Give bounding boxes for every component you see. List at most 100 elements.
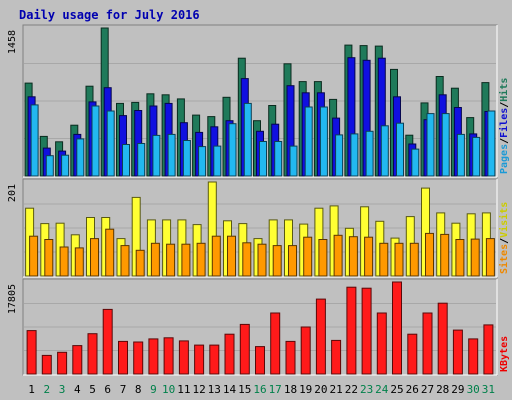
legend-separator: / — [499, 238, 510, 244]
bar-sites-day-19 — [303, 236, 313, 277]
x-tick-label-19: 19 — [299, 383, 312, 396]
bar-sites-day-11 — [181, 243, 191, 277]
bar-sites-day-17 — [272, 245, 282, 277]
bar-pages-day-30 — [472, 136, 481, 177]
x-tick-label-2: 2 — [43, 383, 50, 396]
x-tick-label-9: 9 — [150, 383, 157, 396]
bar-kbytes-day-20 — [315, 298, 326, 375]
x-tick-label-18: 18 — [284, 383, 297, 396]
bar-kbytes-day-26 — [407, 333, 418, 375]
x-tick-label-11: 11 — [177, 383, 190, 396]
x-tick-label-31: 31 — [482, 383, 495, 396]
x-tick-label-29: 29 — [451, 383, 464, 396]
bar-kbytes-day-16 — [255, 346, 265, 375]
x-tick-label-1: 1 — [28, 383, 35, 396]
bar-sites-day-30 — [470, 238, 480, 277]
bar-kbytes-day-21 — [331, 339, 342, 375]
bar-sites-day-12 — [196, 242, 206, 277]
legend-item-hits: Hits — [498, 78, 510, 102]
panel-kbytes: 17805 KBytes — [7, 278, 510, 376]
bar-kbytes-day-17 — [270, 312, 281, 375]
bar-sites-day-7 — [120, 245, 130, 277]
x-tick-label-25: 25 — [390, 383, 403, 396]
legend-separator: / — [499, 102, 510, 108]
bar-pages-day-4 — [76, 138, 85, 177]
legend-item-pages: Pages — [499, 144, 510, 174]
panels-layer: 1458Pages/Files/Hits201Sites/Visits17805… — [7, 24, 510, 376]
bar-kbytes-day-18 — [285, 340, 296, 375]
bar-sites-day-25 — [394, 242, 404, 277]
bar-pages-day-9 — [152, 134, 161, 177]
bar-pages-day-11 — [182, 140, 191, 177]
scale-label-visits: 201 — [7, 184, 18, 202]
x-tick-label-13: 13 — [208, 383, 221, 396]
bar-pages-day-23 — [365, 130, 374, 177]
scale-label-hits: 1458 — [7, 30, 18, 54]
bar-pages-day-5 — [91, 105, 100, 177]
bar-sites-day-5 — [90, 238, 99, 277]
x-tick-label-21: 21 — [329, 383, 342, 396]
x-tick-label-26: 26 — [406, 383, 419, 396]
panel-visits: 201 Sites/Visits — [7, 178, 510, 278]
bar-kbytes-day-30 — [468, 338, 479, 375]
bar-sites-day-10 — [166, 243, 176, 277]
bar-kbytes-day-10 — [163, 337, 174, 375]
legend-item-visits: Visits — [498, 202, 510, 238]
x-tick-label-23: 23 — [360, 383, 373, 396]
bar-kbytes-day-22 — [346, 286, 357, 375]
chart-title: Daily usage for July 2016 — [19, 8, 200, 22]
bar-kbytes-day-23 — [361, 287, 372, 375]
bar-pages-day-1 — [30, 104, 39, 177]
bar-pages-day-31 — [487, 110, 496, 177]
bar-kbytes-day-3 — [57, 351, 68, 375]
x-tick-label-27: 27 — [421, 383, 434, 396]
bar-pages-day-7 — [122, 144, 130, 177]
bar-sites-day-27 — [425, 232, 434, 277]
bar-kbytes-day-15 — [239, 323, 250, 375]
bar-kbytes-day-1 — [26, 330, 37, 375]
x-tick-label-3: 3 — [59, 383, 66, 396]
x-tick-label-7: 7 — [120, 383, 127, 396]
legend-hits: Pages/Files/Hits — [498, 78, 510, 174]
bar-pages-day-28 — [441, 113, 450, 177]
bar-kbytes-day-7 — [118, 340, 128, 375]
bar-kbytes-day-13 — [209, 344, 220, 375]
bar-kbytes-day-27 — [422, 312, 433, 375]
x-tick-label-15: 15 — [238, 383, 251, 396]
x-tick-label-12: 12 — [192, 383, 205, 396]
bar-kbytes-day-4 — [72, 345, 83, 375]
bar-kbytes-day-14 — [224, 333, 235, 375]
legend-separator: / — [499, 138, 510, 144]
bar-pages-day-6 — [106, 110, 115, 177]
bar-pages-day-25 — [396, 122, 404, 177]
bar-pages-day-12 — [198, 146, 207, 177]
bar-sites-day-21 — [333, 234, 343, 277]
x-tick-label-20: 20 — [314, 383, 327, 396]
bar-sites-day-9 — [150, 242, 160, 277]
bar-sites-day-14 — [227, 235, 236, 277]
bar-pages-day-14 — [228, 123, 237, 177]
bar-kbytes-day-2 — [41, 354, 52, 375]
legend-item-files: Files — [498, 108, 510, 138]
legend-visits: Sites/Visits — [498, 202, 510, 274]
bar-sites-day-6 — [105, 228, 115, 277]
x-tick-label-17: 17 — [269, 383, 282, 396]
bar-kbytes-day-5 — [87, 333, 98, 375]
x-tick-label-6: 6 — [104, 383, 111, 396]
bar-sites-day-16 — [257, 243, 267, 277]
bar-kbytes-day-24 — [376, 312, 387, 375]
bar-pages-day-20 — [319, 106, 328, 177]
bar-sites-day-4 — [74, 247, 84, 277]
bar-kbytes-day-9 — [148, 338, 159, 375]
x-tick-label-5: 5 — [89, 383, 96, 396]
bar-pages-day-13 — [213, 145, 222, 177]
bar-pages-day-15 — [243, 102, 252, 177]
legend-item-kbytes: KBytes — [499, 336, 510, 372]
bar-pages-day-19 — [304, 106, 313, 177]
bar-sites-day-1 — [29, 235, 39, 277]
bar-sites-day-13 — [211, 235, 221, 277]
x-tick-label-30: 30 — [467, 383, 480, 396]
x-tick-label-22: 22 — [345, 383, 358, 396]
